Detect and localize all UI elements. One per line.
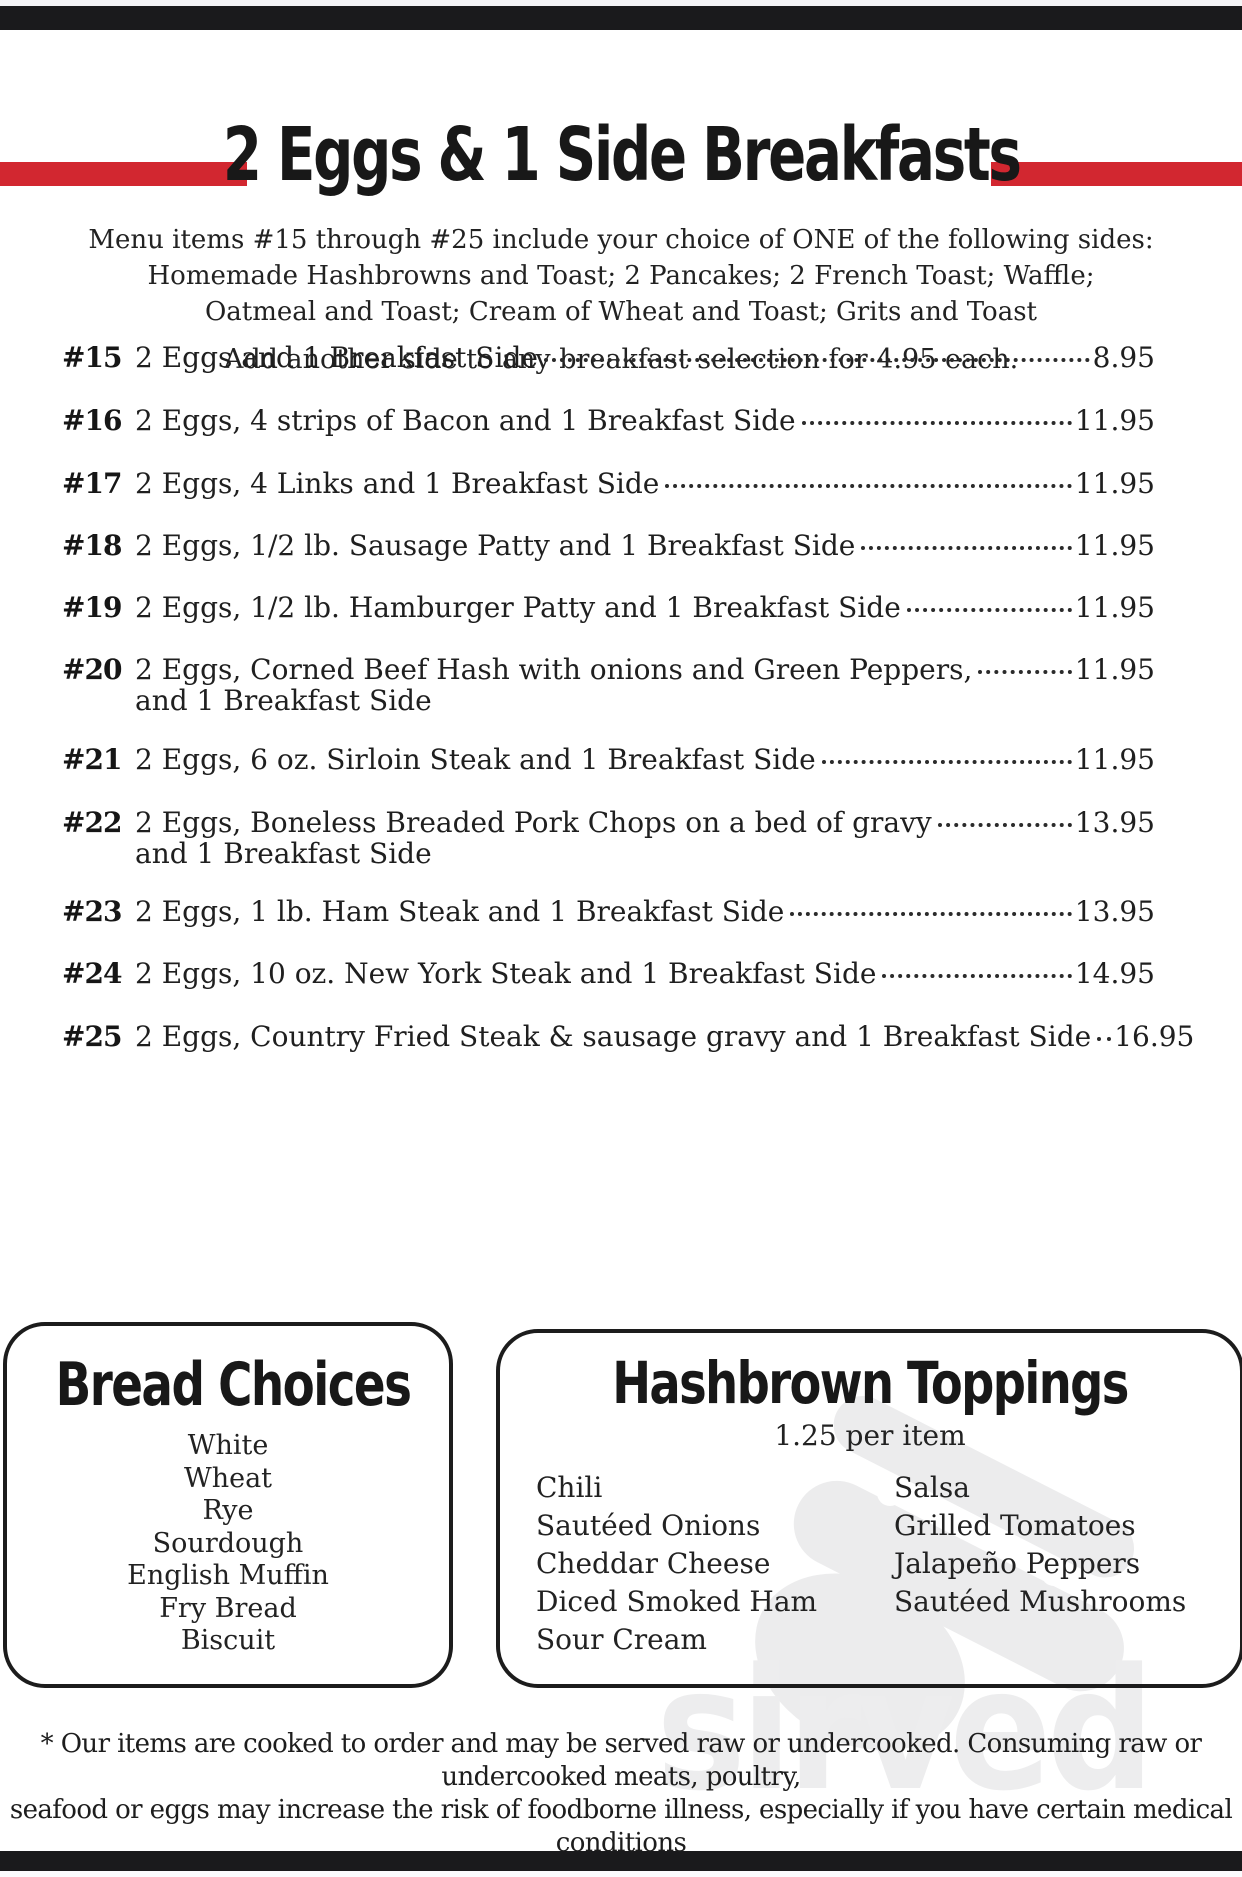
menu-item-number: #25 [62,1020,122,1053]
menu-item-name: 2 Eggs, 10 oz. New York Steak and 1 Brea… [135,957,877,990]
menu-item-price: 11.95 [1074,591,1155,624]
menu-item-number: #16 [62,404,122,437]
menu-item-number: #22 [62,806,122,839]
topping-item: Chili [536,1471,603,1504]
menu-item-number: #15 [62,341,122,374]
menu-item-price: 11.95 [1074,467,1155,500]
intro-paragraph: Menu items #15 through #25 include your … [0,222,1242,330]
dotted-leader [801,421,1072,425]
topping-item: Sautéed Onions [536,1509,761,1542]
menu-item-name: 2 Eggs, Corned Beef Hash with onions and… [135,653,973,686]
bread-choices-title: Bread Choices [55,1350,412,1420]
disclaimer-line: * Our items are cooked to order and may … [40,1729,1202,1792]
topping-item: Sautéed Mushrooms [894,1585,1187,1618]
menu-item-name-line2: and 1 Breakfast Side [135,837,432,870]
menu-item-price: 11.95 [1074,529,1155,562]
menu-item-price: 8.95 [1092,341,1155,374]
dotted-leader [821,760,1072,764]
topping-item: Grilled Tomatoes [894,1509,1136,1542]
menu-item-name-line2: and 1 Breakfast Side [135,684,432,717]
menu-item-number: #24 [62,957,122,990]
menu-item-number: #23 [62,895,122,928]
dotted-leader [978,670,1072,674]
hashbrown-toppings-left-column: Chili Sautéed Onions Cheddar Cheese Dice… [536,1469,817,1659]
section-header: 2 Eggs & 1 Side Breakfasts [0,112,1242,198]
menu-item-row: #17 2 Eggs, 4 Links and 1 Breakfast Side… [62,467,1155,500]
bread-choices-box: Bread Choices White Wheat Rye Sourdough … [3,1322,453,1688]
menu-item-name: 2 Eggs, 4 strips of Bacon and 1 Breakfas… [135,404,796,437]
menu-item-number: #21 [62,743,122,776]
menu-item-name: 2 Eggs, 4 Links and 1 Breakfast Side [135,467,660,500]
menu-item-row: #22 2 Eggs, Boneless Breaded Pork Chops … [62,806,1155,870]
intro-line: Homemade Hashbrowns and Toast; 2 Pancake… [147,261,1095,291]
menu-item-number: #17 [62,467,122,500]
topping-item: Diced Smoked Ham [536,1585,818,1618]
menu-item-number: #20 [62,653,122,686]
menu-item-name: 2 Eggs, 1 lb. Ham Steak and 1 Breakfast … [135,895,785,928]
bottom-edge-strip [0,1871,1242,1877]
menu-item-price: 11.95 [1074,743,1155,776]
top-black-bar [0,6,1242,30]
menu-item-number: #18 [62,529,122,562]
bread-choice-item: Rye [202,1495,254,1526]
bread-choice-item: Wheat [183,1462,273,1494]
menu-item-name: 2 Eggs, 1/2 lb. Hamburger Patty and 1 Br… [135,591,901,624]
menu-item-price: 13.95 [1074,806,1155,839]
dotted-leader [861,546,1072,550]
intro-line: Oatmeal and Toast; Cream of Wheat and To… [204,297,1037,327]
bread-choice-item: White [187,1430,269,1461]
topping-item: Salsa [894,1471,970,1504]
menu-item-price: 14.95 [1074,957,1155,990]
hashbrown-toppings-title: Hashbrown Toppings [612,1349,1129,1417]
bread-choice-item: English Muffin [127,1560,329,1591]
dotted-leader [906,608,1072,612]
menu-item-price: 11.95 [1074,653,1155,686]
dotted-leader [882,974,1072,978]
menu-item-row: #18 2 Eggs, 1/2 lb. Sausage Patty and 1 … [62,529,1155,562]
menu-item-row: #16 2 Eggs, 4 strips of Bacon and 1 Brea… [62,404,1155,437]
menu-item-name: 2 Eggs, Boneless Breaded Pork Chops on a… [135,806,932,839]
header-red-rule-right [991,162,1242,186]
menu-item-price: 13.95 [1074,895,1155,928]
menu-item-row: #15 2 Eggs and 1 Breakfast Side 8.95 [62,341,1155,374]
bread-choice-item: Fry Bread [159,1592,297,1624]
bread-choice-item: Biscuit [180,1625,276,1656]
hashbrown-toppings-right-column: Salsa Grilled Tomatoes Jalapeño Peppers … [894,1469,1186,1621]
menu-item-name: 2 Eggs, Country Fried Steak & sausage gr… [135,1020,1092,1053]
menu-item-row: #23 2 Eggs, 1 lb. Ham Steak and 1 Breakf… [62,895,1155,928]
menu-item-row: #19 2 Eggs, 1/2 lb. Hamburger Patty and … [62,591,1155,624]
header-red-rule-left [0,162,247,186]
dotted-leader [937,823,1072,827]
topping-item: Cheddar Cheese [536,1547,771,1580]
menu-item-name: 2 Eggs, 6 oz. Sirloin Steak and 1 Breakf… [135,743,816,776]
bread-choices-list: White Wheat Rye Sourdough English Muffin… [7,1430,449,1658]
menu-item-price: 11.95 [1074,404,1155,437]
menu-item-name: 2 Eggs, 1/2 lb. Sausage Patty and 1 Brea… [135,529,856,562]
hashbrown-toppings-box: Hashbrown Toppings 1.25 per item Chili S… [496,1329,1242,1688]
menu-item-number: #19 [62,591,122,624]
intro-line: Menu items #15 through #25 include your … [88,225,1154,255]
page-title: 2 Eggs & 1 Side Breakfasts [222,112,1022,198]
dotted-leader [1097,1037,1112,1041]
top-edge-strip [0,0,1242,6]
menu-item-name: 2 Eggs and 1 Breakfast Side [135,341,538,374]
menu-item-price: 16.95 [1114,1020,1195,1053]
bottom-black-bar [0,1851,1242,1874]
dotted-leader [543,358,1090,362]
dotted-leader [665,484,1072,488]
topping-item: Sour Cream [536,1623,707,1656]
dotted-leader [790,912,1072,916]
topping-item: Jalapeño Peppers [894,1547,1141,1580]
bread-choice-item: Sourdough [152,1527,304,1559]
menu-item-row: #20 2 Eggs, Corned Beef Hash with onions… [62,653,1155,717]
menu-item-row: #21 2 Eggs, 6 oz. Sirloin Steak and 1 Br… [62,743,1155,776]
menu-item-row: #25 2 Eggs, Country Fried Steak & sausag… [62,1020,1194,1053]
disclaimer: * Our items are cooked to order and may … [0,1728,1242,1860]
menu-item-row: #24 2 Eggs, 10 oz. New York Steak and 1 … [62,957,1155,990]
disclaimer-line: seafood or eggs may increase the risk of… [9,1795,1233,1858]
hashbrown-toppings-price-note: 1.25 per item [774,1419,966,1452]
